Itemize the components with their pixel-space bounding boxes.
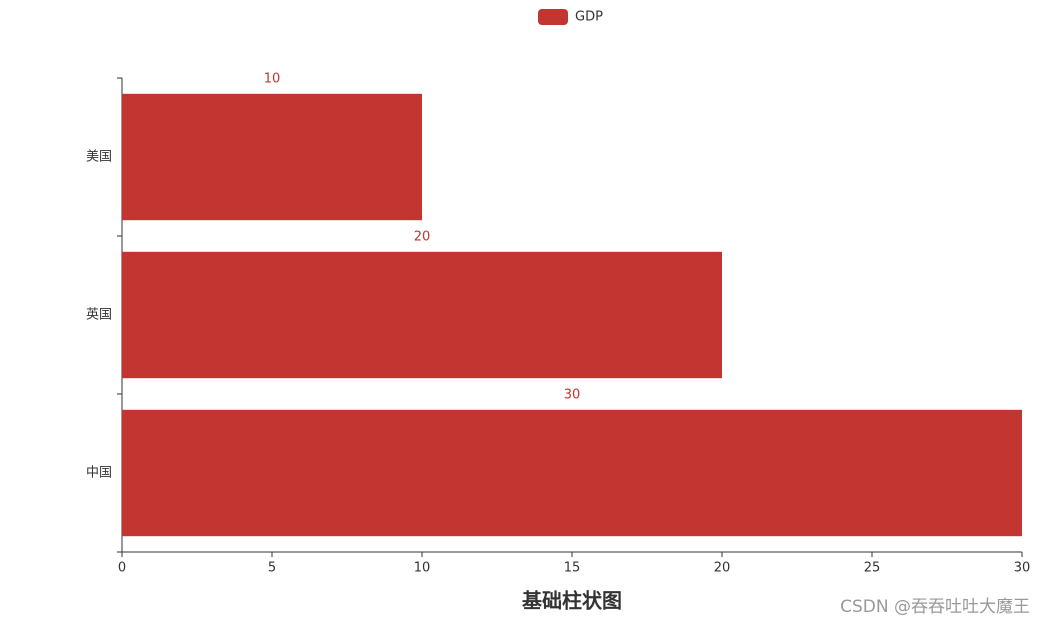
bar <box>122 409 1022 537</box>
x-tick-label: 30 <box>1014 561 1031 576</box>
watermark: CSDN @吞吞吐吐大魔王 <box>840 597 1030 617</box>
y-tick-label: 中国 <box>86 466 112 481</box>
y-tick-label: 美国 <box>86 150 112 165</box>
value-label: 10 <box>264 71 281 86</box>
legend-label: GDP <box>575 10 603 25</box>
chart-title: 基础柱状图 <box>522 589 622 613</box>
y-tick-label: 英国 <box>86 308 112 323</box>
bar <box>122 93 422 221</box>
x-tick-label: 0 <box>118 561 126 576</box>
legend-swatch <box>538 9 568 25</box>
x-tick-label: 10 <box>414 561 431 576</box>
x-tick-label: 20 <box>714 561 731 576</box>
x-tick-label: 5 <box>268 561 276 576</box>
value-label: 30 <box>564 387 581 402</box>
x-tick-label: 25 <box>864 561 881 576</box>
value-label: 20 <box>414 229 431 244</box>
x-tick-label: 15 <box>564 561 581 576</box>
bar <box>122 251 722 379</box>
